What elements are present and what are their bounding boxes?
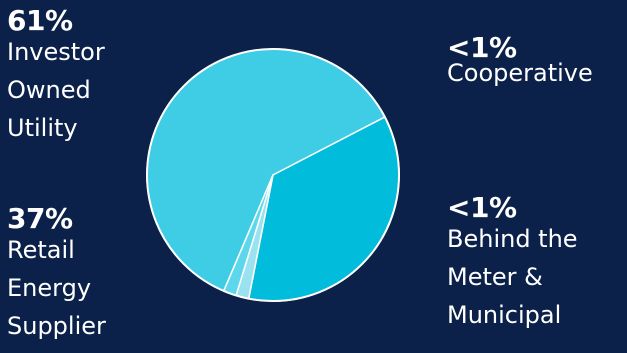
label-investor-owned-utility: 61% Investor Owned Utility	[7, 4, 105, 147]
slice-percent-label: <1%	[447, 31, 517, 64]
pie-slices	[146, 48, 400, 302]
label-cooperative: <1% Cooperative	[447, 31, 593, 92]
pie-outline	[146, 48, 400, 302]
slice-percent-label: 61%	[7, 4, 73, 37]
slice-percent-label: <1%	[447, 191, 517, 224]
slice-percent-label: 37%	[7, 202, 73, 235]
slice-category-label: Cooperative	[447, 59, 593, 87]
label-behind-the-meter-municipal: <1% Behind the Meter & Municipal	[447, 191, 578, 334]
slice-category-label: Behind the Meter & Municipal	[447, 225, 578, 329]
slice-category-label: Retail Energy Supplier	[7, 236, 106, 340]
label-retail-energy-supplier: 37% Retail Energy Supplier	[7, 202, 106, 345]
slice-category-label: Investor Owned Utility	[7, 38, 105, 142]
